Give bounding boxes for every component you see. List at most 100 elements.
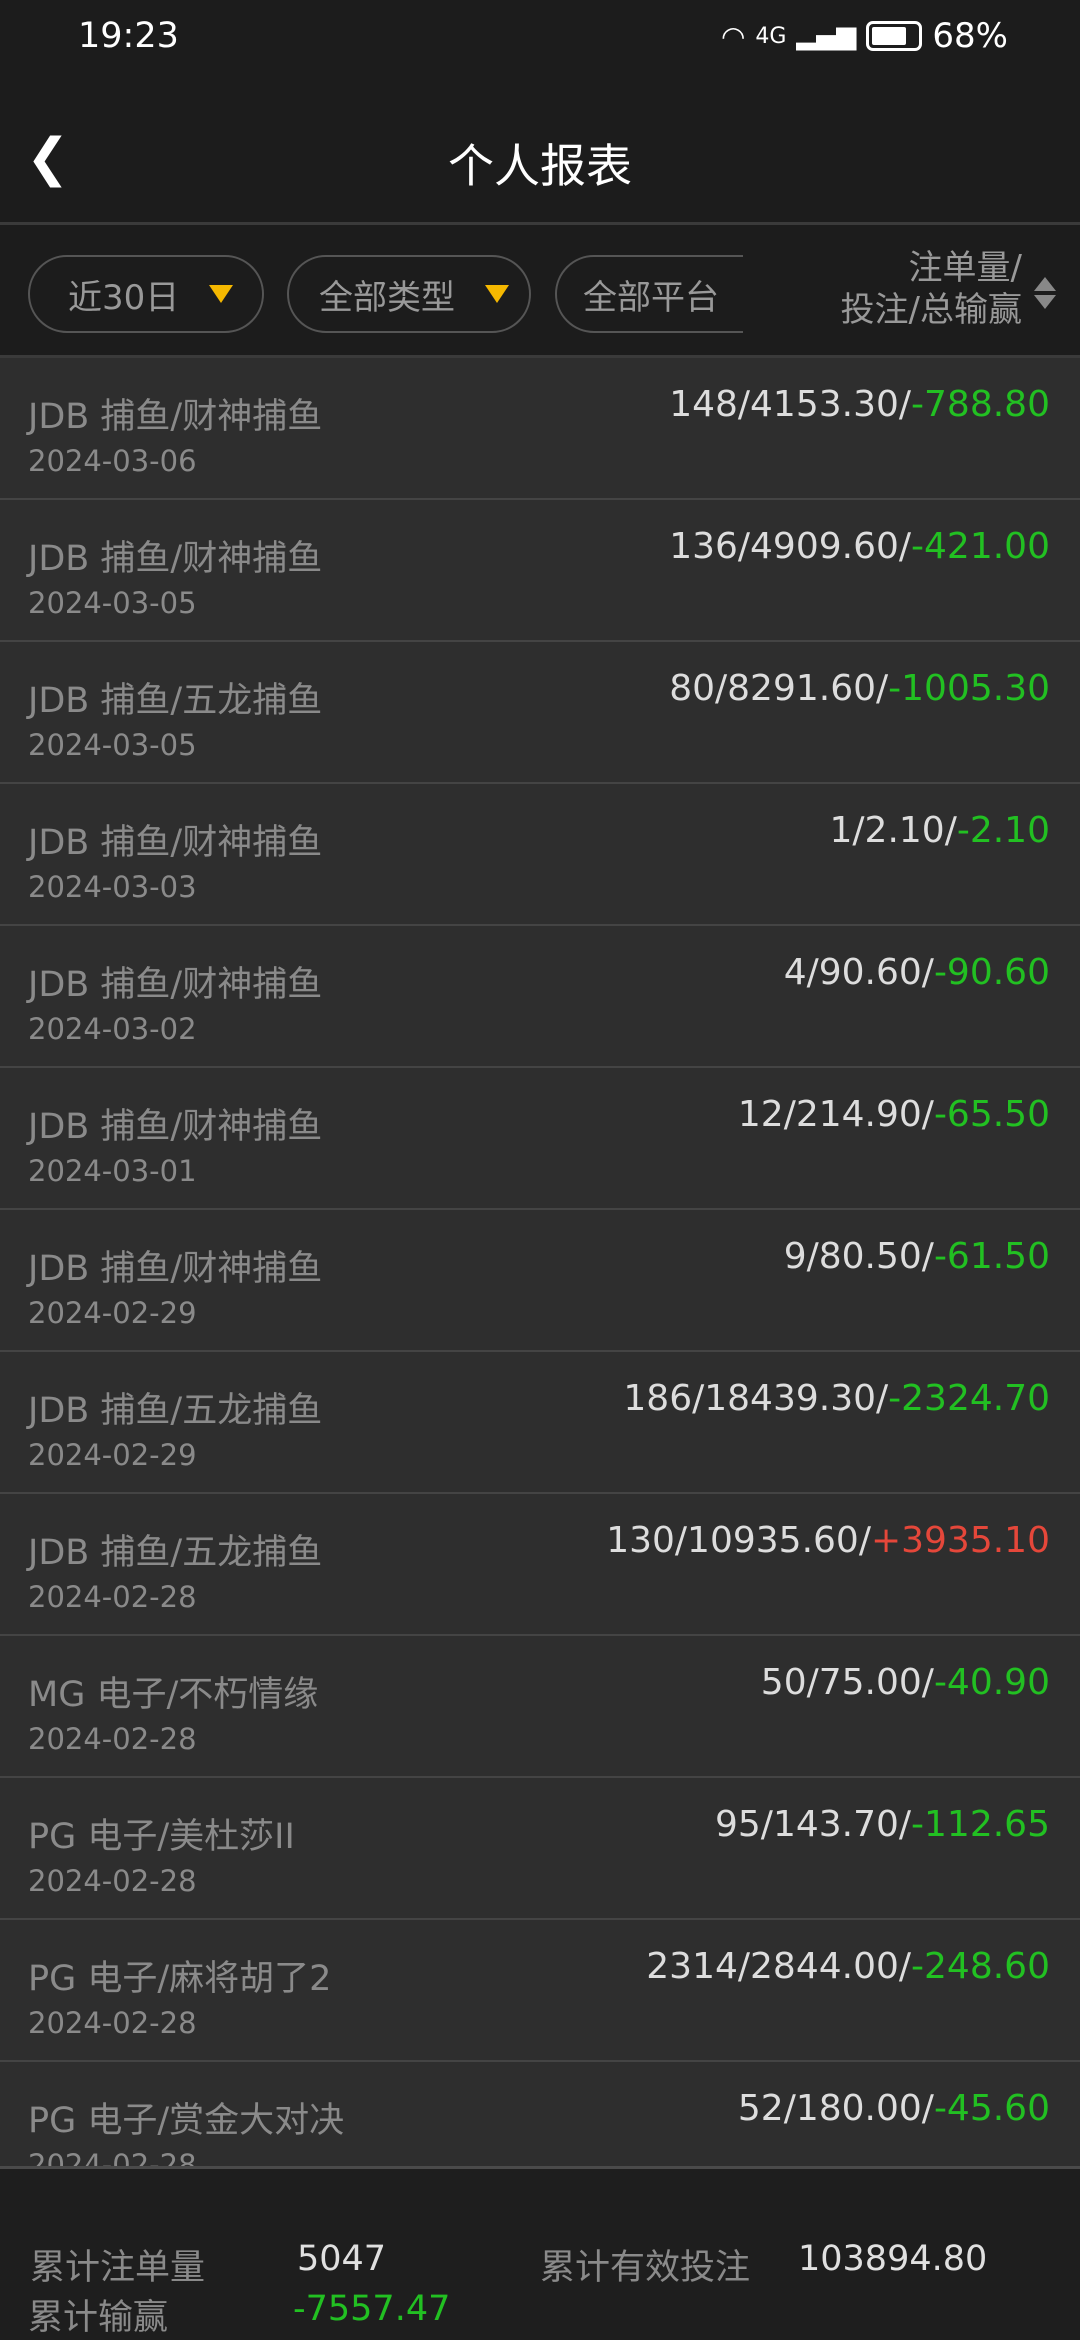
win-loss: -112.65	[911, 1804, 1050, 1845]
row-value: 148/4153.30/-788.80	[669, 384, 1050, 425]
row-value: 50/75.00/-40.90	[761, 1662, 1050, 1703]
type-filter[interactable]: 全部类型	[287, 255, 531, 333]
game-title: PG 电子/麻将胡了2	[28, 1959, 332, 1999]
app-header: ❮ 个人报表	[0, 100, 1080, 220]
list-item[interactable]: PG 电子/麻将胡了2 2024-02-28 2314/2844.00/-248…	[0, 1920, 1080, 2062]
list-item[interactable]: PG 电子/赏金大对决 2024-02-28 52/180.00/-45.60	[0, 2062, 1080, 2166]
sort-column-header[interactable]: 注单量/ 投注/总输赢	[841, 247, 1022, 331]
filter-bar: 近30日 全部类型 全部平台 注单量/ 投注/总输赢	[0, 222, 1080, 358]
row-date: 2024-02-28	[28, 2148, 197, 2166]
list-item[interactable]: JDB 捕鱼/财神捕鱼 2024-03-05 136/4909.60/-421.…	[0, 500, 1080, 642]
row-value: 1/2.10/-2.10	[830, 810, 1050, 851]
signal-bars-icon: ▂▄▆	[796, 21, 857, 51]
game-title: JDB 捕鱼/五龙捕鱼	[28, 1533, 323, 1573]
total-count-value: 5047	[297, 2239, 387, 2279]
row-value: 130/10935.60/+3935.10	[606, 1520, 1050, 1561]
row-date: 2024-03-01	[28, 1154, 197, 1188]
signal-icon: 4G	[755, 23, 787, 49]
list-item[interactable]: JDB 捕鱼/财神捕鱼 2024-03-02 4/90.60/-90.60	[0, 926, 1080, 1068]
period-label: 近30日	[68, 277, 180, 318]
win-loss: -40.90	[933, 1662, 1050, 1703]
row-date: 2024-03-06	[28, 444, 197, 478]
report-list[interactable]: JDB 捕鱼/财神捕鱼 2024-03-06 148/4153.30/-788.…	[0, 358, 1080, 2166]
back-chevron-icon[interactable]: ❮	[26, 128, 70, 188]
win-loss: -788.80	[911, 384, 1050, 425]
platform-filter[interactable]: 全部平台	[555, 255, 743, 333]
win-loss: -421.00	[911, 526, 1050, 567]
row-value: 95/143.70/-112.65	[715, 1804, 1050, 1845]
game-title: PG 电子/赏金大对决	[28, 2101, 345, 2141]
win-loss: -90.60	[933, 952, 1050, 993]
row-date: 2024-02-28	[28, 1722, 197, 1756]
count-bet: 50/75.00/	[760, 1662, 934, 1703]
total-bet-label: 累计有效投注	[540, 2248, 751, 2288]
period-filter[interactable]: 近30日	[28, 255, 264, 333]
game-title: JDB 捕鱼/财神捕鱼	[28, 397, 323, 437]
row-date: 2024-02-28	[28, 2006, 197, 2040]
total-bet-value: 103894.80	[798, 2239, 988, 2279]
list-item[interactable]: JDB 捕鱼/财神捕鱼 2024-03-06 148/4153.30/-788.…	[0, 358, 1080, 500]
count-bet: 148/4153.30/	[669, 384, 912, 425]
row-value: 4/90.60/-90.60	[784, 952, 1050, 993]
win-loss: -2.10	[956, 810, 1050, 851]
battery-icon	[866, 21, 923, 51]
win-loss: -2324.70	[888, 1378, 1050, 1419]
list-item[interactable]: JDB 捕鱼/五龙捕鱼 2024-02-29 186/18439.30/-232…	[0, 1352, 1080, 1494]
dropdown-triangle-icon	[485, 285, 509, 303]
count-bet: 52/180.00/	[737, 2088, 934, 2129]
game-title: JDB 捕鱼/财神捕鱼	[28, 539, 323, 579]
win-loss: -65.50	[933, 1094, 1050, 1135]
game-title: MG 电子/不朽情缘	[28, 1675, 319, 1715]
win-loss: -45.60	[933, 2088, 1050, 2129]
count-bet: 136/4909.60/	[669, 526, 912, 567]
list-item[interactable]: JDB 捕鱼/财神捕鱼 2024-02-29 9/80.50/-61.50	[0, 1210, 1080, 1352]
count-bet: 80/8291.60/	[669, 668, 889, 709]
row-date: 2024-02-28	[28, 1864, 197, 1898]
list-item[interactable]: JDB 捕鱼/财神捕鱼 2024-03-03 1/2.10/-2.10	[0, 784, 1080, 926]
clock: 19:23	[78, 16, 179, 56]
total-count-label: 累计注单量	[30, 2248, 206, 2288]
sort-icon[interactable]	[1034, 277, 1056, 309]
game-title: JDB 捕鱼/五龙捕鱼	[28, 1391, 323, 1431]
row-date: 2024-02-29	[28, 1438, 197, 1472]
row-value: 2314/2844.00/-248.60	[646, 1946, 1050, 1987]
game-title: JDB 捕鱼/财神捕鱼	[28, 1107, 323, 1147]
list-item[interactable]: JDB 捕鱼/五龙捕鱼 2024-02-28 130/10935.60/+393…	[0, 1494, 1080, 1636]
list-item[interactable]: PG 电子/美杜莎II 2024-02-28 95/143.70/-112.65	[0, 1778, 1080, 1920]
count-bet: 2314/2844.00/	[646, 1946, 912, 1987]
column-header-line2: 投注/总输赢	[840, 290, 1022, 330]
row-value: 80/8291.60/-1005.30	[669, 668, 1050, 709]
dropdown-triangle-icon	[209, 285, 234, 303]
row-date: 2024-03-05	[28, 728, 197, 762]
game-title: PG 电子/美杜莎II	[28, 1817, 295, 1857]
win-loss: +3935.10	[870, 1520, 1050, 1561]
row-value: 12/214.90/-65.50	[738, 1094, 1050, 1135]
row-date: 2024-02-28	[28, 1580, 197, 1614]
row-date: 2024-03-02	[28, 1012, 197, 1046]
list-item[interactable]: MG 电子/不朽情缘 2024-02-28 50/75.00/-40.90	[0, 1636, 1080, 1778]
page-title: 个人报表	[448, 139, 632, 193]
count-bet: 12/214.90/	[737, 1094, 934, 1135]
count-bet: 1/2.10/	[829, 810, 957, 851]
summary-footer: 累计注单量 5047 累计有效投注 103894.80 累计输赢 -7557.4…	[0, 2166, 1080, 2340]
row-value: 52/180.00/-45.60	[738, 2088, 1050, 2129]
win-loss: -1005.30	[888, 668, 1050, 709]
battery-percent: 68%	[932, 16, 1008, 56]
count-bet: 9/80.50/	[783, 1236, 934, 1277]
count-bet: 186/18439.30/	[623, 1378, 889, 1419]
game-title: JDB 捕鱼/财神捕鱼	[28, 965, 323, 1005]
count-bet: 4/90.60/	[783, 952, 934, 993]
row-date: 2024-02-29	[28, 1296, 197, 1330]
list-item[interactable]: JDB 捕鱼/五龙捕鱼 2024-03-05 80/8291.60/-1005.…	[0, 642, 1080, 784]
count-bet: 95/143.70/	[715, 1804, 912, 1845]
platform-label: 全部平台	[583, 277, 719, 318]
status-bar: 19:23 ◠ 4G ▂▄▆ 68%	[0, 0, 1080, 75]
row-value: 136/4909.60/-421.00	[669, 526, 1050, 567]
row-date: 2024-03-03	[28, 870, 197, 904]
count-bet: 130/10935.60/	[606, 1520, 871, 1561]
total-result-value: -7557.47	[293, 2289, 451, 2329]
wifi-icon: ◠	[720, 19, 746, 53]
row-value: 186/18439.30/-2324.70	[623, 1378, 1050, 1419]
total-result-label: 累计输赢	[28, 2298, 169, 2338]
list-item[interactable]: JDB 捕鱼/财神捕鱼 2024-03-01 12/214.90/-65.50	[0, 1068, 1080, 1210]
